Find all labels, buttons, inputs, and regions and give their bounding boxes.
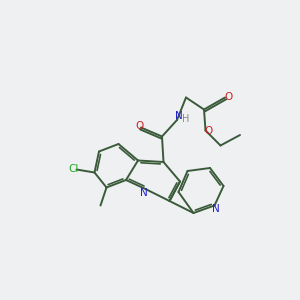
Text: O: O: [204, 126, 213, 136]
Text: O: O: [135, 121, 144, 131]
Text: H: H: [182, 113, 189, 124]
Text: Cl: Cl: [68, 164, 79, 175]
Text: N: N: [175, 111, 182, 122]
Text: N: N: [140, 188, 148, 199]
Text: O: O: [224, 92, 233, 102]
Text: N: N: [212, 203, 220, 214]
